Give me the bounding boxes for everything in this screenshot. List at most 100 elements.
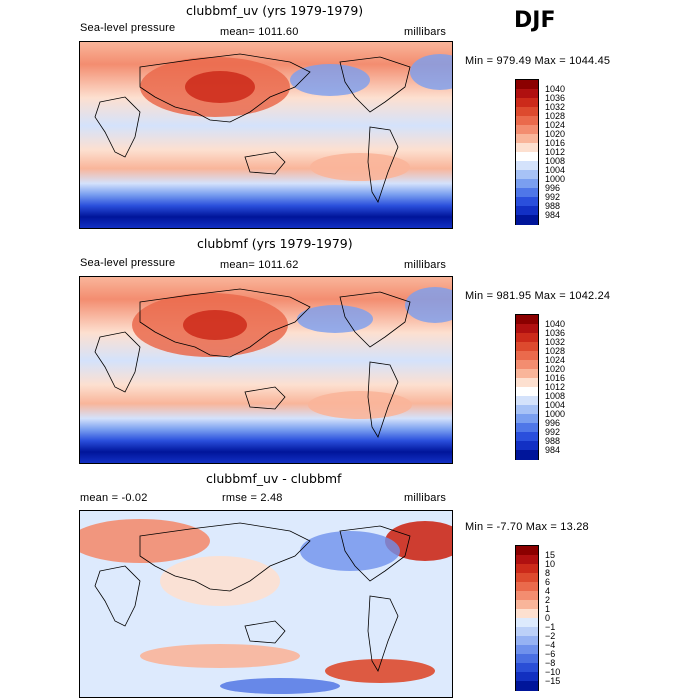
colorbar-swatch — [516, 351, 538, 361]
colorbar-label: 1020 — [545, 128, 566, 139]
colorbar-swatch — [516, 627, 538, 637]
panel-1-colorbar: 1040 1036 1032 1028 1024 1020 1016 1012 1008 1004… — [515, 79, 565, 225]
panel-3-colorbar: 15 10 8 6 4 2 1 0 −1 −2 −4 −6 −8 −10 −15 — [515, 545, 560, 691]
colorbar-swatch — [516, 80, 538, 90]
panel-2-aleutian-low — [297, 305, 373, 333]
season-label: DJF — [514, 8, 556, 33]
colorbar-swatch — [516, 441, 538, 451]
colorbar-swatch — [516, 396, 538, 406]
colorbar-label: 996 — [545, 182, 561, 193]
colorbar-label: 1024 — [545, 354, 566, 365]
colorbar-swatch — [516, 405, 538, 415]
colorbar-swatch — [516, 636, 538, 646]
colorbar-label: 1032 — [545, 336, 566, 347]
colorbar-label: −6 — [545, 648, 556, 659]
panel-1-coastline-eurasia — [139, 53, 311, 123]
colorbar-label: 1004 — [545, 164, 566, 175]
panel-1-coastline-africa — [94, 96, 141, 158]
panel-2-coastline-south-america — [367, 361, 399, 438]
colorbar-swatch — [516, 663, 538, 673]
colorbar-swatch — [516, 315, 538, 325]
colorbar-label: −2 — [545, 630, 556, 641]
panel-3-units: millibars — [404, 492, 447, 504]
colorbar-label: 1020 — [545, 363, 566, 374]
colorbar-swatch — [516, 197, 538, 207]
panel-1-coastline-south-america — [367, 126, 399, 203]
colorbar-swatch — [516, 179, 538, 189]
colorbar-label: 4 — [545, 585, 551, 596]
colorbar-label: 1036 — [545, 327, 566, 338]
colorbar-swatch — [516, 654, 538, 664]
panel-1-units: millibars — [404, 26, 447, 38]
colorbar-label: 1012 — [545, 146, 566, 157]
panel-1-coastline-australia — [244, 151, 286, 175]
panel-2-map — [79, 276, 453, 464]
colorbar-swatch — [516, 324, 538, 334]
panel-2-minmax: Min = 981.95 Max = 1042.24 — [465, 290, 611, 302]
colorbar-label: −15 — [545, 675, 561, 686]
colorbar-swatch — [516, 360, 538, 370]
panel-2-title: clubbmf (yrs 1979-1979) — [197, 236, 353, 251]
panel-3-coastline-australia — [244, 620, 286, 644]
colorbar-label: 988 — [545, 200, 561, 211]
colorbar-swatch — [516, 432, 538, 442]
colorbar-label: 1016 — [545, 372, 566, 383]
panel-3-minmax: Min = -7.70 Max = 13.28 — [465, 521, 589, 533]
panel-2-units: millibars — [404, 259, 447, 271]
colorbar-label: 1036 — [545, 92, 566, 103]
colorbar-swatch — [516, 600, 538, 610]
panel-2-icelandic-low — [405, 287, 452, 323]
colorbar-label: 6 — [545, 576, 551, 587]
panel-2-coastline-north-america — [339, 291, 411, 348]
panel-3-coastline-africa — [94, 565, 141, 627]
colorbar-label: −4 — [545, 639, 556, 650]
colorbar-swatch — [516, 546, 538, 556]
colorbar-label: 1024 — [545, 119, 566, 130]
colorbar-label: 984 — [545, 444, 561, 455]
panel-1-subtropical-high — [310, 153, 410, 181]
panel-1-mean: mean= 1011.60 — [220, 26, 299, 38]
panel-3-coastline-north-america — [339, 525, 411, 582]
colorbar-swatch — [516, 206, 538, 216]
panel-1-variable: Sea-level pressure — [80, 22, 176, 34]
colorbar-swatch — [516, 143, 538, 153]
panel-2-mean: mean= 1011.62 — [220, 259, 299, 271]
panel-2-coastline-eurasia — [139, 288, 311, 358]
colorbar-swatch — [516, 378, 538, 388]
panel-3-diff-pacific-neg — [300, 531, 400, 571]
colorbar-label: 1040 — [545, 318, 566, 329]
colorbar-swatch — [516, 573, 538, 583]
colorbar-swatch — [516, 645, 538, 655]
colorbar-swatch — [516, 591, 538, 601]
colorbar-swatch — [516, 414, 538, 424]
colorbar-label: −1 — [545, 621, 556, 632]
colorbar-swatch — [516, 681, 538, 691]
panel-2-coastline-africa — [94, 331, 141, 393]
panel-2-high-core — [183, 310, 247, 340]
colorbar-label: 1 — [545, 603, 551, 614]
panel-3-diff-southern-pos — [140, 644, 300, 668]
colorbar-label: 1028 — [545, 345, 566, 356]
colorbar-swatch — [516, 161, 538, 171]
panel-3-diff-atlantic-max — [385, 521, 452, 561]
colorbar-swatch — [516, 423, 538, 433]
colorbar-label: 1040 — [545, 83, 566, 94]
colorbar-swatch — [516, 170, 538, 180]
panel-2-colorbar: 1040 1036 1032 1028 1024 1020 1016 1012 1008 1004… — [515, 314, 565, 460]
panel-2-variable: Sea-level pressure — [80, 257, 176, 269]
panel-3-rmse: rmse = 2.48 — [222, 492, 283, 504]
panel-1-title: clubbmf_uv (yrs 1979-1979) — [186, 3, 364, 18]
panel-3-coastline-south-america — [367, 595, 399, 672]
colorbar-label: 992 — [545, 191, 561, 202]
panel-3-diff-southern-neg — [220, 678, 340, 694]
colorbar-swatch — [516, 215, 538, 225]
colorbar-swatch — [516, 152, 538, 162]
panel-3-map — [79, 510, 453, 698]
colorbar-label: −10 — [545, 666, 561, 677]
colorbar-swatch — [516, 116, 538, 126]
colorbar-label: 1016 — [545, 137, 566, 148]
colorbar-swatch — [516, 98, 538, 108]
colorbar-swatch — [516, 188, 538, 198]
colorbar-label: 984 — [545, 209, 561, 220]
colorbar-label: 1012 — [545, 381, 566, 392]
